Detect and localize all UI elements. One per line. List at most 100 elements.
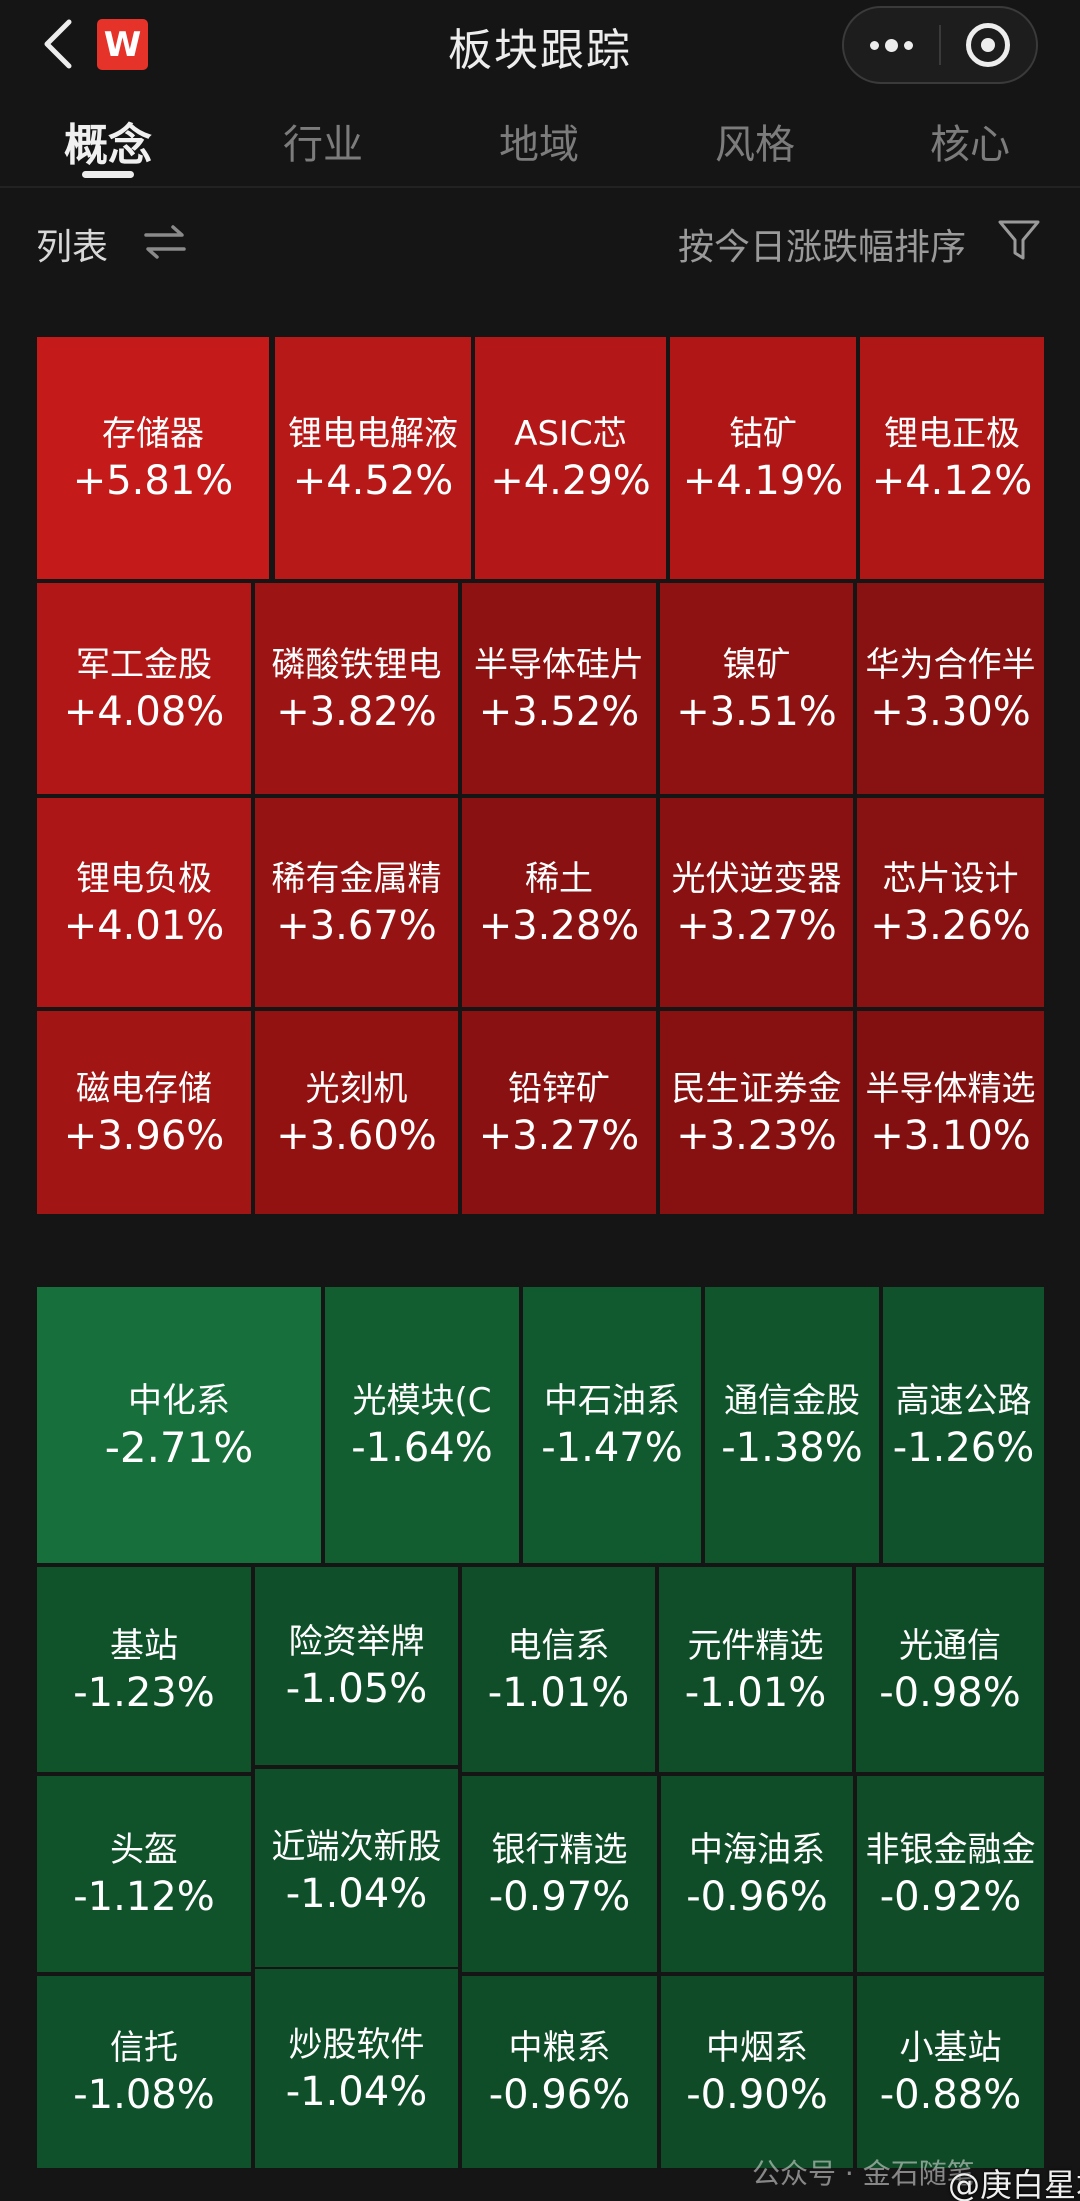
target-circle-icon [966, 23, 1011, 67]
sector-change: -1.64% [351, 1425, 493, 1471]
funnel-filter-icon[interactable] [997, 218, 1041, 264]
tab-concept[interactable]: 概念 [64, 120, 152, 171]
sector-change: +3.82% [276, 688, 437, 735]
sector-tile[interactable]: 近端次新股 -1.04% [253, 1767, 460, 1974]
sector-tile[interactable]: 小基站 -0.88% [855, 1974, 1046, 2170]
sector-tile[interactable]: 险资举牌 -1.05% [253, 1565, 460, 1767]
tab-region[interactable]: 地域 [499, 122, 579, 168]
sector-tile[interactable]: 芯片设计 +3.26% [855, 796, 1046, 1009]
sector-tile[interactable]: 银行精选 -0.97% [460, 1774, 659, 1974]
sector-tile[interactable]: 炒股软件 -1.04% [253, 1967, 460, 2170]
sector-change: -1.47% [541, 1425, 683, 1471]
sector-change: +3.23% [676, 1112, 837, 1159]
tab-industry[interactable]: 行业 [283, 122, 363, 168]
sector-tile[interactable]: 光伏逆变器 +3.27% [658, 796, 855, 1009]
sector-tile[interactable]: 元件精选 -1.01% [657, 1565, 854, 1774]
sector-change: -0.98% [879, 1669, 1021, 1716]
sector-name: 光通信 [899, 1625, 1001, 1666]
sector-change: +3.26% [870, 902, 1031, 949]
sector-tile[interactable]: 存储器 +5.81% [35, 335, 271, 581]
sector-name: 芯片设计 [882, 858, 1019, 899]
sector-change: +3.51% [676, 688, 837, 735]
sector-change: -0.97% [488, 1874, 631, 1920]
sector-tile[interactable]: 稀土 +3.28% [460, 796, 658, 1009]
mini-program-capsule [842, 6, 1038, 84]
back-button[interactable] [38, 14, 78, 74]
sector-tile[interactable]: 非银金融金 -0.92% [855, 1774, 1046, 1974]
sector-tile[interactable]: 铅锌矿 +3.27% [460, 1009, 658, 1216]
sector-change: -1.38% [721, 1425, 863, 1471]
sector-change: +4.29% [490, 458, 651, 504]
sector-tile[interactable]: 镍矿 +3.51% [658, 581, 855, 796]
watermark-text: 公众号 · 金石随笔 [752, 2157, 975, 2190]
sector-change: +3.67% [276, 902, 437, 949]
sector-name: 中烟系 [706, 2028, 808, 2068]
sector-tile[interactable]: 高速公路 -1.26% [881, 1285, 1046, 1565]
sector-name: 光刻机 [305, 1068, 408, 1109]
sector-tile[interactable]: 磷酸铁锂电 +3.82% [253, 581, 460, 796]
sector-tile[interactable]: 中化系 -2.71% [35, 1285, 323, 1565]
sector-name: 小基站 [899, 2028, 1002, 2068]
sector-tile[interactable]: 中海油系 -0.96% [659, 1774, 855, 1974]
sector-tile[interactable]: 头盔 -1.12% [35, 1774, 253, 1974]
sort-selector[interactable]: 按今日涨跌幅排序 [677, 227, 966, 268]
tab-core[interactable]: 核心 [930, 122, 1010, 168]
sector-tile[interactable]: 民生证券金 +3.23% [658, 1009, 855, 1216]
sector-tile[interactable]: ASIC芯 +4.29% [473, 335, 668, 581]
sector-tile[interactable]: 磁电存储 +3.96% [35, 1009, 253, 1216]
sector-change: +4.19% [682, 458, 844, 504]
sector-name: 头盔 [110, 1830, 178, 1870]
sector-change: +3.27% [478, 1112, 640, 1159]
sector-tile[interactable]: 中粮系 -0.96% [460, 1974, 659, 2170]
sector-tile[interactable]: 钴矿 +4.19% [668, 335, 858, 581]
list-label[interactable]: 列表 [36, 227, 109, 268]
sector-name: 军工金股 [76, 644, 212, 685]
swap-arrows-icon[interactable] [142, 222, 188, 262]
sector-change: -1.04% [285, 2068, 428, 2115]
sector-change: +4.08% [63, 688, 225, 735]
page-title: 板块跟踪 [448, 25, 632, 76]
sector-tile[interactable]: 信托 -1.08% [35, 1974, 253, 2170]
sector-name: 通信金股 [724, 1381, 860, 1421]
sector-change: -0.92% [879, 1874, 1022, 1920]
sector-name: 铅锌矿 [508, 1068, 610, 1109]
sector-tile[interactable]: 光通信 -0.98% [854, 1565, 1046, 1774]
sector-tile[interactable]: 电信系 -1.01% [460, 1565, 657, 1774]
sector-tile[interactable]: 半导体硅片 +3.52% [460, 581, 658, 796]
sector-tile[interactable]: 锂电负极 +4.01% [35, 796, 253, 1009]
chevron-left-icon [44, 19, 72, 69]
sector-name: 中化系 [128, 1381, 230, 1421]
sector-name: 稀有金属精 [271, 858, 442, 899]
sector-tile[interactable]: 光刻机 +3.60% [253, 1009, 460, 1216]
sector-name: 炒股软件 [288, 2024, 425, 2065]
sector-tile[interactable]: 稀有金属精 +3.67% [253, 796, 460, 1009]
sector-change: +3.30% [870, 688, 1031, 735]
more-button[interactable] [844, 8, 939, 82]
sector-change: -1.01% [684, 1669, 827, 1716]
sector-change: -1.05% [285, 1666, 428, 1712]
app-logo: W [97, 19, 148, 70]
sector-tile[interactable]: 基站 -1.23% [35, 1565, 253, 1774]
list-toolbar: 列表 按今日涨跌幅排序 [0, 210, 1080, 270]
sector-tile[interactable]: 锂电正极 +4.12% [858, 335, 1046, 581]
sector-name: 华为合作半 [865, 644, 1036, 685]
sector-tile[interactable]: 锂电电解液 +4.52% [273, 335, 473, 581]
sector-tile[interactable]: 华为合作半 +3.30% [855, 581, 1046, 796]
sector-change: +3.60% [276, 1112, 437, 1159]
active-tab-indicator [82, 171, 134, 178]
sector-tile[interactable]: 中石油系 -1.47% [521, 1285, 703, 1565]
sector-tile[interactable]: 通信金股 -1.38% [703, 1285, 881, 1565]
sector-tile[interactable]: 半导体精选 +3.10% [855, 1009, 1046, 1216]
divider [0, 186, 1080, 188]
sector-change: +3.27% [676, 902, 837, 949]
sector-tile[interactable]: 光模块(C -1.64% [323, 1285, 521, 1565]
sector-change: -2.71% [104, 1423, 254, 1472]
more-dots-icon [867, 38, 916, 52]
close-button[interactable] [941, 8, 1036, 82]
sector-name: 电信系 [507, 1625, 610, 1666]
sector-tile[interactable]: 军工金股 +4.08% [35, 581, 253, 796]
sector-name: 信托 [110, 2028, 178, 2068]
sector-tile[interactable]: 中烟系 -0.90% [659, 1974, 855, 2170]
tab-style[interactable]: 风格 [715, 122, 795, 168]
